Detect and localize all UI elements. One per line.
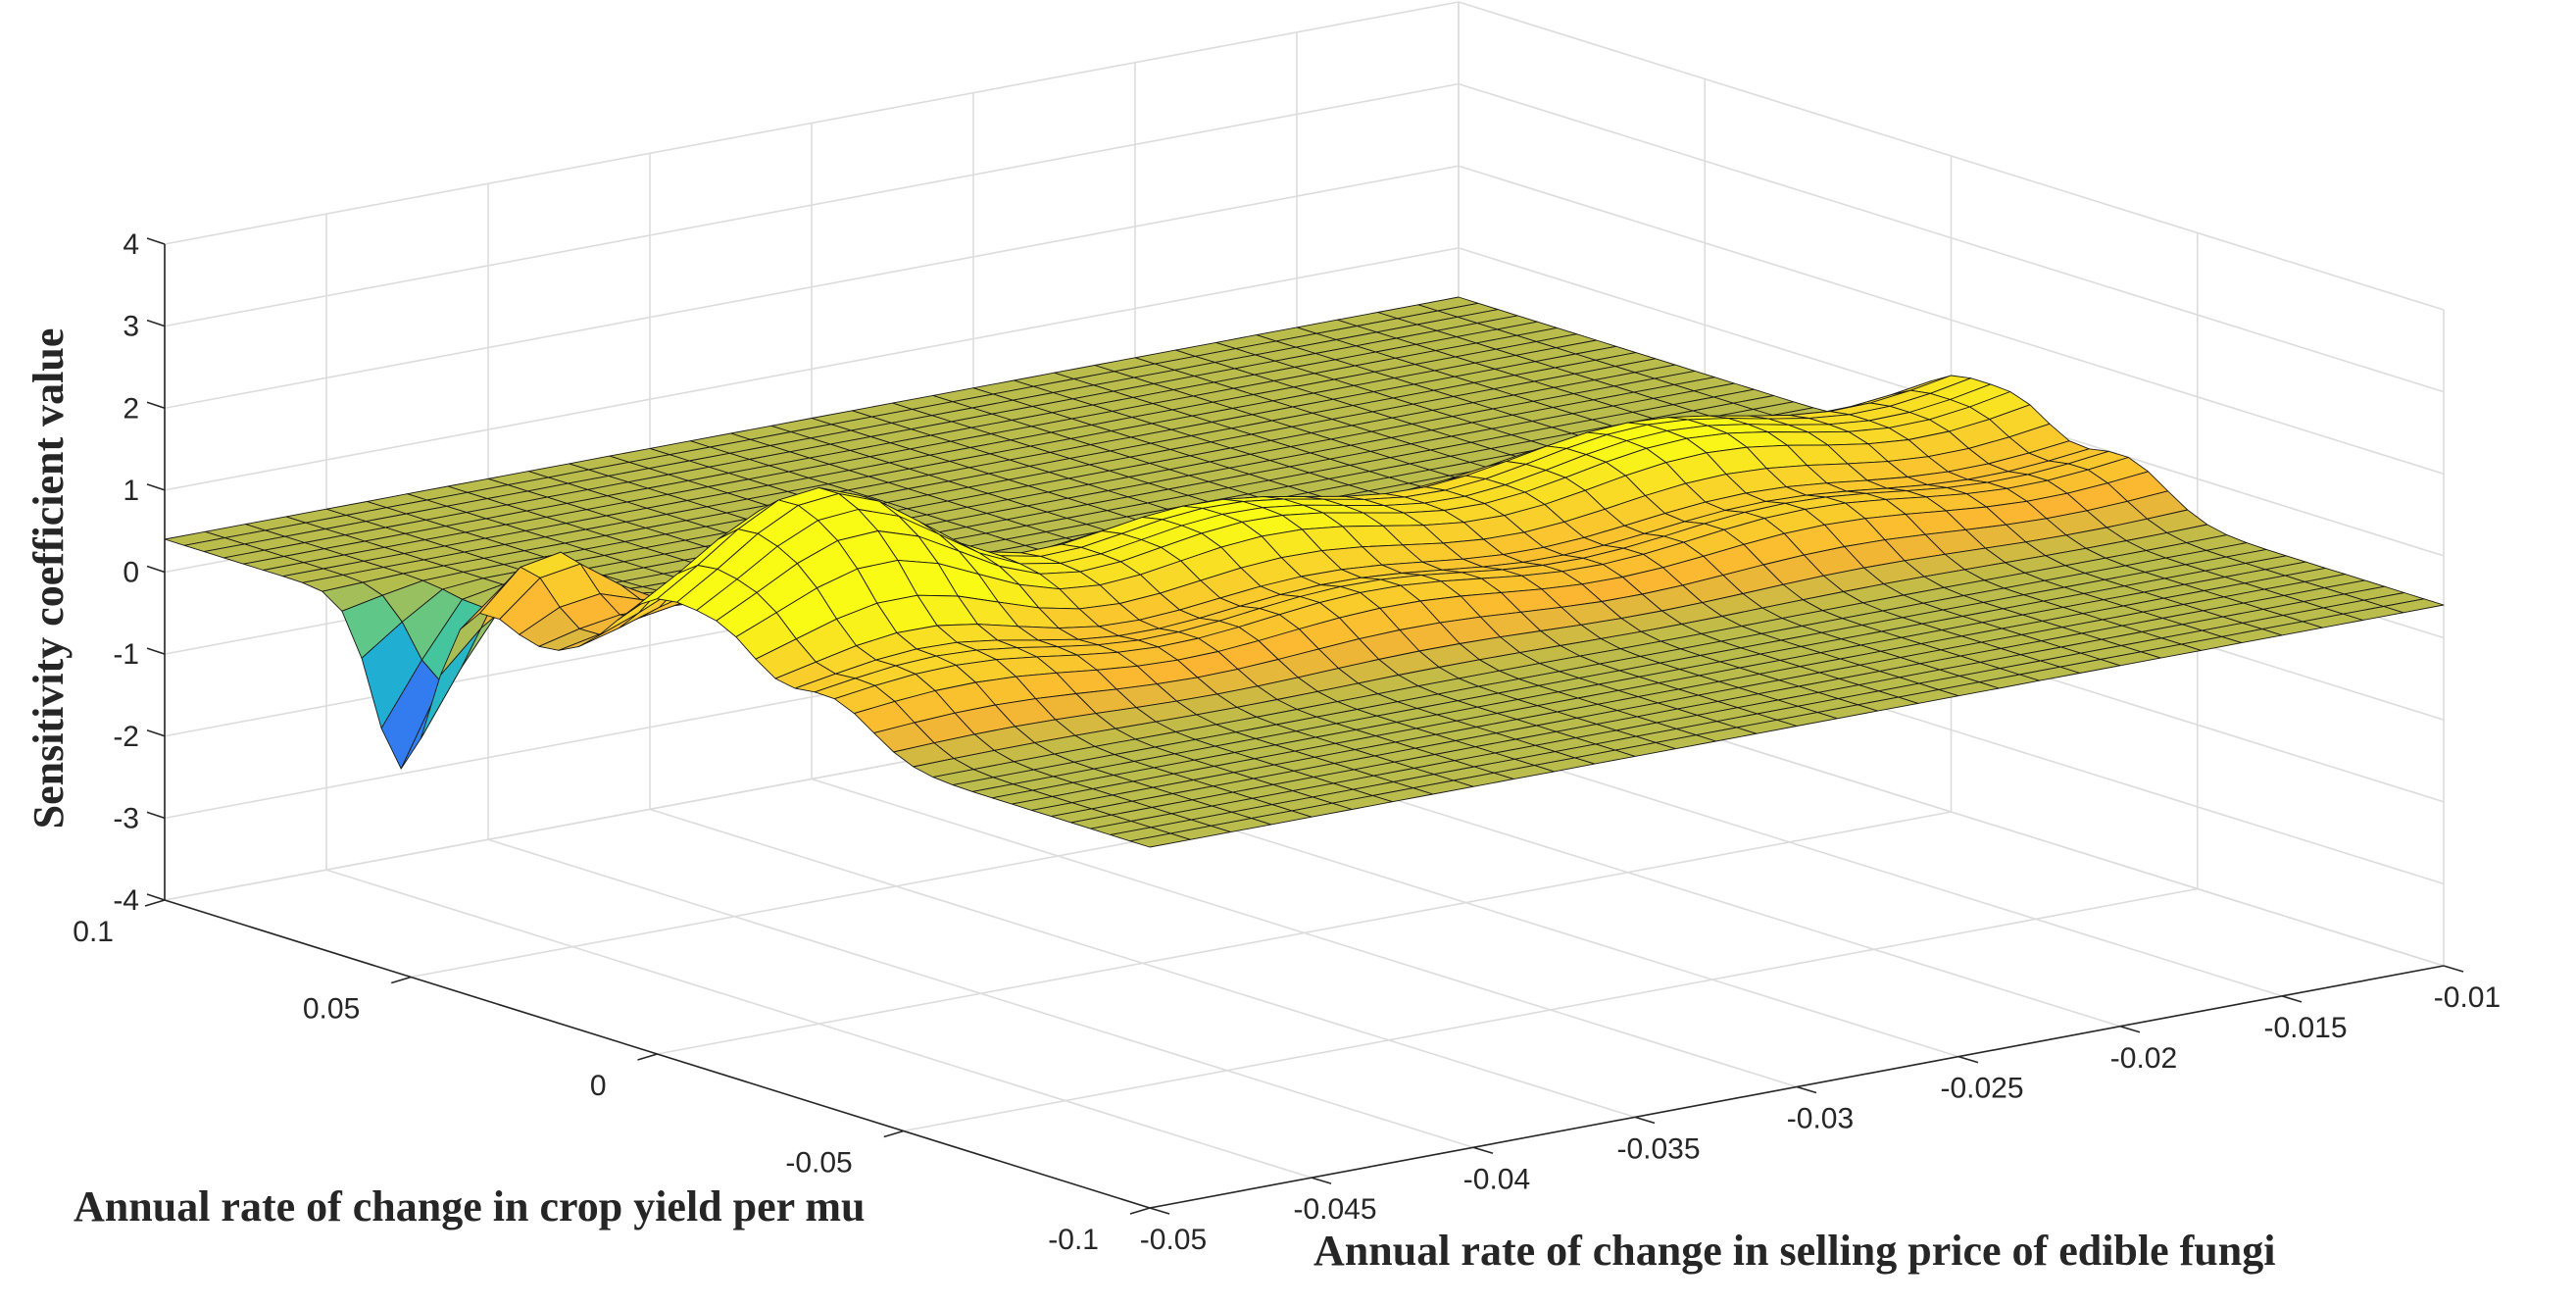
y-tick-mark bbox=[2281, 995, 2303, 1003]
floor-grid-line bbox=[649, 808, 1636, 1119]
x-tick-mark bbox=[391, 976, 412, 984]
y-tick-mark bbox=[1957, 1055, 1979, 1064]
x-tick-label: 0.1 bbox=[73, 916, 114, 948]
z-tick-label: 0 bbox=[123, 557, 139, 589]
y-axis-label: Annual rate of change in selling price o… bbox=[1313, 1227, 2275, 1275]
z-tick-label: 4 bbox=[123, 228, 139, 261]
y-tick-mark bbox=[1472, 1146, 1494, 1155]
z-tick-label: -4 bbox=[113, 884, 139, 917]
z-tick-label: -2 bbox=[113, 721, 139, 753]
y-tick-label: -0.01 bbox=[2434, 981, 2501, 1014]
z-tick-label: 1 bbox=[123, 475, 139, 507]
axes bbox=[144, 237, 2464, 1215]
y-tick-label: -0.045 bbox=[1293, 1193, 1376, 1226]
wall-grid-line bbox=[1458, 165, 2445, 476]
wall-grid-line bbox=[1458, 1, 2445, 311]
z-tick-label: 2 bbox=[123, 392, 139, 425]
z-tick-mark bbox=[146, 565, 166, 574]
wall-grid-line bbox=[1458, 82, 2445, 393]
y-tick-label: -0.03 bbox=[1787, 1103, 1854, 1135]
z-tick-mark bbox=[146, 401, 166, 410]
x-tick-label: -0.1 bbox=[1048, 1224, 1099, 1256]
wall-grid-line bbox=[164, 82, 1460, 327]
x-axis-label: Annual rate of change in crop yield per … bbox=[74, 1182, 866, 1231]
x-tick-label: -0.05 bbox=[785, 1147, 852, 1180]
z-tick-label: -3 bbox=[113, 802, 139, 834]
x-tick-mark bbox=[144, 899, 166, 907]
z-tick-mark bbox=[146, 647, 166, 655]
x-tick-label: 0 bbox=[590, 1070, 607, 1102]
z-tick-label: -1 bbox=[113, 638, 139, 671]
y-tick-label: -0.015 bbox=[2263, 1012, 2347, 1044]
x-tick-mark bbox=[637, 1053, 658, 1061]
floor-grid-line bbox=[811, 778, 1798, 1088]
wall-grid-line bbox=[164, 1, 1460, 245]
floor-grid-line bbox=[325, 869, 1313, 1179]
y-tick-mark bbox=[1311, 1177, 1332, 1184]
z-tick-mark bbox=[146, 728, 166, 737]
y-tick-mark bbox=[1796, 1085, 1817, 1094]
surface-patch bbox=[1129, 832, 1191, 848]
y-tick-mark bbox=[1634, 1116, 1656, 1125]
z-tick-mark bbox=[146, 893, 166, 901]
y-tick-mark bbox=[2119, 1025, 2141, 1033]
z-tick-mark bbox=[146, 483, 166, 491]
y-tick-label: -0.025 bbox=[1940, 1073, 2023, 1105]
y-tick-mark bbox=[1149, 1207, 1170, 1215]
floor-grid-line bbox=[487, 838, 1474, 1149]
z-tick-mark bbox=[146, 237, 166, 245]
z-tick-label: 3 bbox=[123, 311, 139, 343]
y-tick-label: -0.035 bbox=[1616, 1132, 1700, 1165]
y-tick-mark bbox=[2443, 965, 2464, 973]
z-axis-label: Sensitivity coefficient value bbox=[25, 328, 73, 829]
y-tick-label: -0.05 bbox=[1140, 1224, 1207, 1256]
tick-labels: 4 3 2 1 0 -1 -2 -3 -40.1 0.05 0 -0.05 -0.1 -0.05 -0.04… bbox=[73, 228, 2501, 1256]
wall-grid-line bbox=[164, 247, 1460, 491]
z-tick-mark bbox=[146, 319, 166, 327]
x-tick-mark bbox=[883, 1130, 904, 1138]
x-tick-mark bbox=[1129, 1207, 1151, 1215]
x-tick-label: 0.05 bbox=[303, 993, 360, 1026]
y-tick-label: -0.04 bbox=[1463, 1163, 1530, 1195]
wall-grid-line bbox=[164, 165, 1460, 410]
surface-mesh bbox=[164, 296, 2445, 848]
y-tick-label: -0.02 bbox=[2110, 1042, 2177, 1075]
z-tick-mark bbox=[146, 811, 166, 820]
